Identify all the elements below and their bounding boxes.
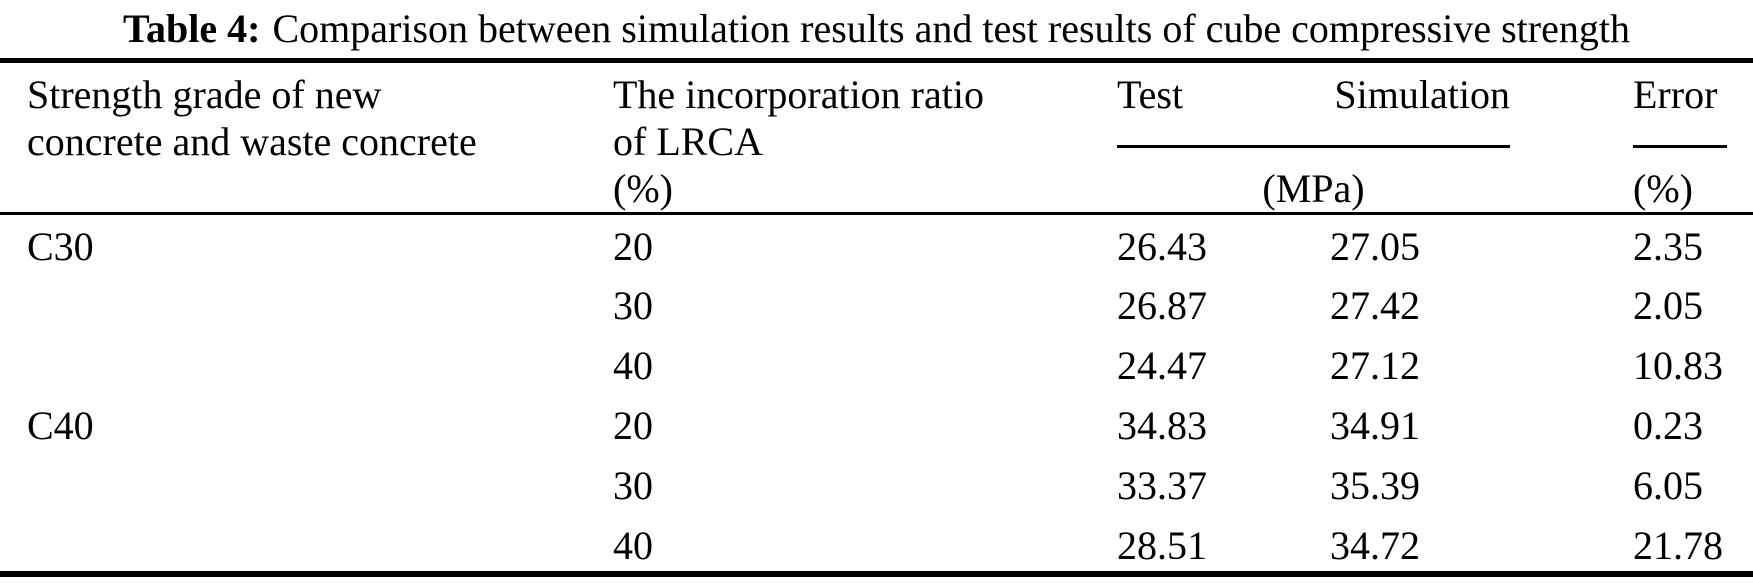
error-value-cell: 2.05: [1633, 282, 1703, 328]
table-caption-label: Table 4:: [123, 6, 261, 51]
grade-cell: [0, 454, 613, 514]
ratio-cell: 20: [613, 224, 653, 269]
test-value-cell: 26.43: [1117, 224, 1207, 269]
grade-cell: [0, 274, 613, 334]
error-value-cell: 2.35: [1633, 224, 1703, 269]
table-header: Strength grade of new concrete and waste…: [0, 60, 1753, 215]
simulation-value-cell: 27.12: [1330, 342, 1420, 388]
simulation-column-label: Simulation: [1334, 72, 1510, 117]
test-value-cell: 33.37: [1117, 462, 1207, 508]
header-grade-line-1: Strength grade of new: [27, 72, 382, 117]
test-column-label: Test: [1117, 72, 1184, 117]
error-value-cell: 6.05: [1633, 462, 1703, 508]
table-caption-text: Comparison between simulation results an…: [272, 6, 1630, 51]
test-value-cell: 24.47: [1117, 342, 1207, 388]
test-value-cell: 34.83: [1117, 402, 1207, 448]
header-ratio-cell: The incorporation ratio of LRCA (%): [613, 60, 1117, 215]
error-value-cell: 10.83: [1633, 342, 1723, 388]
test-value-cell: 28.51: [1117, 522, 1207, 568]
grade-cell: C30: [27, 224, 94, 269]
header-grade-cell: Strength grade of new concrete and waste…: [0, 60, 613, 215]
table-row: 40 24.47 27.12 10.83: [0, 334, 1753, 394]
comparison-table: Strength grade of new concrete and waste…: [0, 58, 1753, 577]
ratio-cell: 40: [613, 342, 653, 388]
grade-cell: [0, 514, 613, 574]
table-body: C30 20 26.43 27.05 2.35 30 26.87 27.42 2…: [0, 214, 1753, 574]
simulation-value-cell: 34.72: [1330, 522, 1420, 568]
table-caption: Table 4: Comparison between simulation re…: [0, 0, 1753, 58]
mpa-unit-label: (MPa): [1262, 166, 1365, 211]
table-row: C40 20 34.83 34.91 0.23: [0, 394, 1753, 454]
test-simulation-underline: Test Simulation: [1117, 71, 1510, 148]
ratio-cell: 20: [613, 402, 653, 448]
table-row: 30 33.37 35.39 6.05: [0, 454, 1753, 514]
header-ratio-line-1: The incorporation ratio: [613, 72, 984, 117]
grade-cell: C40: [27, 402, 94, 448]
simulation-value-cell: 27.42: [1330, 282, 1420, 328]
error-unit-label: (%): [1633, 166, 1693, 211]
test-value-cell: 26.87: [1117, 282, 1207, 328]
error-column-label: Error: [1633, 71, 1727, 148]
header-mpa-group-cell: Test Simulation (MPa): [1117, 60, 1633, 215]
header-error-cell: Error (%): [1633, 60, 1753, 215]
simulation-value-cell: 27.05: [1330, 224, 1420, 269]
ratio-cell: 30: [613, 282, 653, 328]
simulation-value-cell: 34.91: [1330, 402, 1420, 448]
error-value-cell: 21.78: [1633, 522, 1723, 568]
header-grade-line-2: concrete and waste concrete: [27, 119, 477, 164]
test-simulation-group: Test Simulation (MPa): [1117, 71, 1510, 212]
error-group: Error (%): [1633, 71, 1727, 212]
table-row: 30 26.87 27.42 2.05: [0, 274, 1753, 334]
header-ratio-line-2: of LRCA: [613, 119, 763, 164]
error-value-cell: 0.23: [1633, 402, 1703, 448]
table-row: 40 28.51 34.72 21.78: [0, 514, 1753, 574]
table-row: C30 20 26.43 27.05 2.35: [0, 214, 1753, 274]
simulation-value-cell: 35.39: [1330, 462, 1420, 508]
header-row: Strength grade of new concrete and waste…: [0, 60, 1753, 215]
grade-cell: [0, 334, 613, 394]
header-ratio-unit: (%): [613, 166, 673, 211]
ratio-cell: 40: [613, 522, 653, 568]
ratio-cell: 30: [613, 462, 653, 508]
